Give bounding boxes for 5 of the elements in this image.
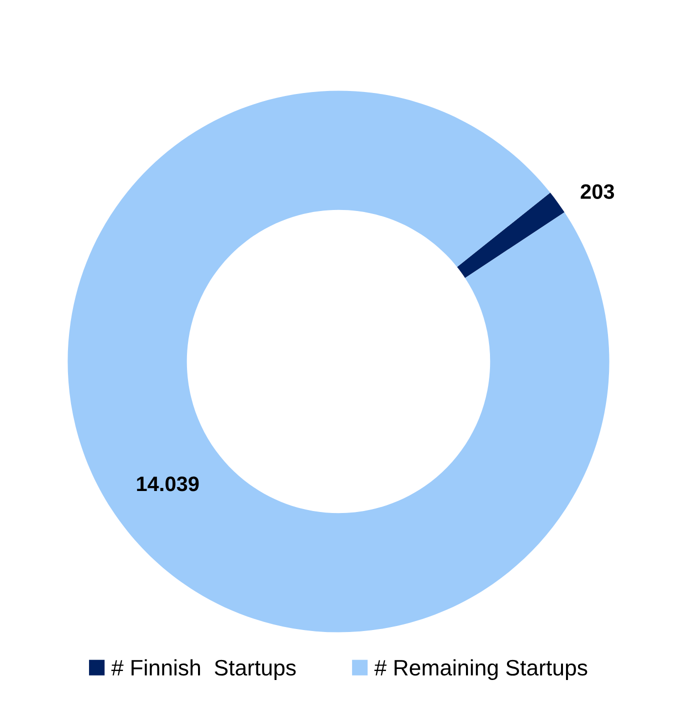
- donut-slice: [457, 192, 564, 278]
- legend-label: # Remaining Startups: [374, 659, 588, 680]
- legend-label: # Finnish Startups: [111, 659, 296, 680]
- data-label: 203: [580, 184, 614, 199]
- data-label: 14.039: [137, 476, 199, 492]
